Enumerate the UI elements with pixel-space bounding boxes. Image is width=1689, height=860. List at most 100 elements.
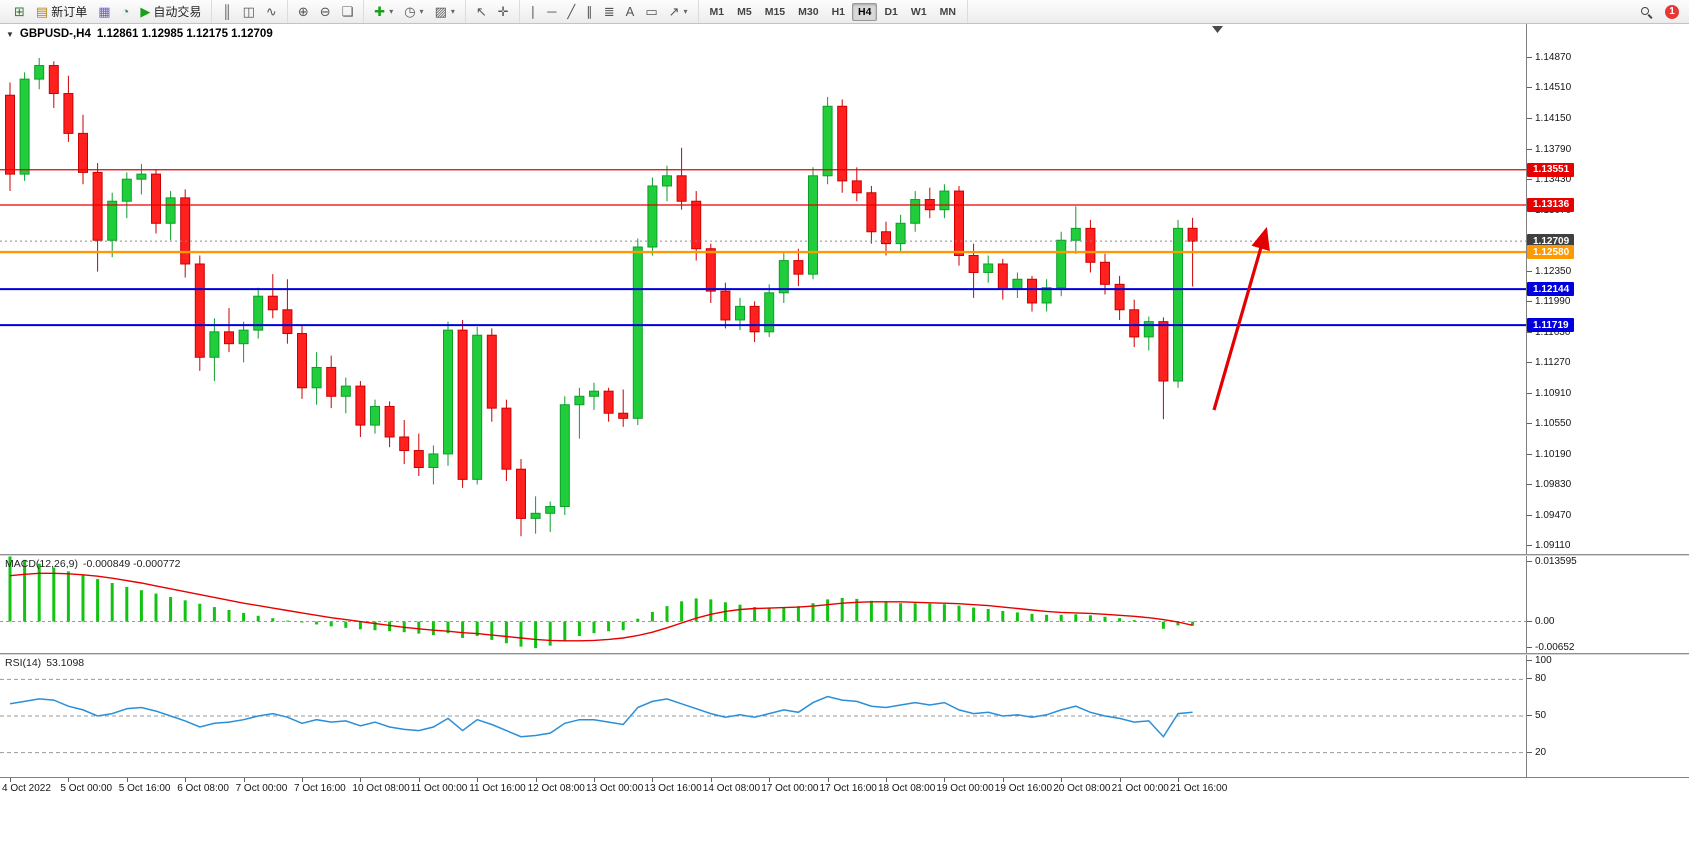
notification-badge[interactable]: 1 bbox=[1665, 4, 1679, 19]
timeframe-mn-button[interactable]: MN bbox=[939, 5, 956, 18]
support-line-1-flag: 1.12144 bbox=[1527, 282, 1575, 297]
time-tick bbox=[360, 778, 362, 782]
price-tick-label: 1.11270 bbox=[1535, 357, 1571, 369]
timeframe-h1-button[interactable]: H1 bbox=[831, 5, 846, 18]
price-tick-label: 1.09830 bbox=[1535, 479, 1572, 491]
candlestick-chart-button[interactable]: ◫ bbox=[238, 2, 260, 21]
time-tick bbox=[652, 778, 654, 782]
fibonacci-icon: ≣ bbox=[603, 4, 615, 19]
time-tick-label: 19 Oct 00:00 bbox=[936, 783, 994, 794]
trendline-button[interactable]: ╱ bbox=[562, 2, 580, 21]
equidistant-channel-button[interactable]: ∥ bbox=[581, 2, 598, 21]
timeframe-w1-button[interactable]: W1 bbox=[910, 5, 927, 18]
periods-icon: ◷ bbox=[404, 4, 416, 19]
price-scale[interactable]: 1.148701.145101.141501.137901.134301.130… bbox=[1526, 24, 1689, 777]
time-tick bbox=[477, 778, 479, 782]
chart-title: ▼ GBPUSD-,H4 1.12861 1.12985 1.12175 1.1… bbox=[6, 28, 273, 40]
price-tick-label: 1.10190 bbox=[1535, 448, 1572, 460]
time-tick bbox=[886, 778, 887, 782]
timeframe-buttons: M1 M5 M15 M30 H1 H4 D1 W1 MN bbox=[699, 0, 968, 23]
macd-histogram bbox=[8, 556, 1195, 649]
time-tick-label: 21 Oct 00:00 bbox=[1111, 783, 1169, 794]
timeframe-d1-button[interactable]: D1 bbox=[884, 5, 898, 18]
time-scale[interactable]: 4 Oct 2022 5 Oct 00:00 5 Oct 16:00 6 Oct 08… bbox=[0, 777, 1689, 860]
cursor-button[interactable]: ↖ bbox=[471, 2, 492, 21]
time-tick bbox=[594, 778, 595, 782]
autotrading-icon: ▶ bbox=[140, 4, 151, 19]
timeframe-h4-button[interactable]: H4 bbox=[852, 2, 878, 21]
line-chart-button[interactable]: ∿ bbox=[261, 2, 282, 21]
rsi-pane[interactable]: RSI(14) 53.1098 bbox=[0, 655, 1526, 777]
periods-button[interactable]: ◷ ▾ bbox=[399, 2, 428, 22]
navigator-button[interactable]: ◔ bbox=[117, 2, 135, 21]
time-tick-label: 4 Oct 2022 bbox=[2, 783, 51, 794]
zoom-out-button[interactable]: ⊖ bbox=[315, 2, 336, 21]
fibonacci-button[interactable]: ≣ bbox=[599, 2, 620, 21]
scale-tick bbox=[1527, 392, 1532, 394]
crosshair-button[interactable]: ✛ bbox=[493, 2, 514, 21]
time-tick bbox=[944, 778, 946, 782]
market-watch-icon: ▦ bbox=[98, 4, 111, 19]
zoom-in-icon: ⊕ bbox=[297, 4, 309, 19]
text-button[interactable]: A bbox=[621, 2, 640, 21]
scale-tick bbox=[1527, 751, 1532, 753]
time-tick-label: 11 Oct 16:00 bbox=[469, 783, 526, 794]
scale-tick bbox=[1527, 678, 1532, 680]
bar-chart-icon: ║ bbox=[222, 4, 232, 19]
search-button[interactable] bbox=[1635, 3, 1657, 21]
price-tick-label: 1.11990 bbox=[1535, 296, 1571, 308]
trend-arrow-annotation[interactable] bbox=[1212, 226, 1270, 411]
price-tick-label: 1.11630 bbox=[1535, 326, 1571, 338]
pane-separator[interactable] bbox=[0, 653, 1689, 655]
macd-label: MACD(12,26,9) -0.000849 -0.000772 bbox=[5, 558, 180, 570]
timeframe-m1-button[interactable]: M1 bbox=[709, 5, 725, 18]
rsi-chart-canvas[interactable] bbox=[0, 655, 1526, 777]
rsi-tick-label: 80 bbox=[1535, 673, 1547, 685]
text-label-icon: ▭ bbox=[645, 4, 658, 19]
zoom-in-button[interactable]: ⊕ bbox=[293, 2, 314, 21]
chart-window: ▼ GBPUSD-,H4 1.12861 1.12985 1.12175 1.1… bbox=[0, 24, 1689, 860]
vertical-line-button[interactable]: ∣ bbox=[525, 2, 542, 21]
scale-tick bbox=[1527, 117, 1532, 119]
toolbar: ⊞ ▤ 新订单 ▦ ◔ ▶ 自动交易 ║ ◫ ∿ ⊕ ⊖ ❏ ✚ ▾ ◷ ▾ ▨ ▾ ↖ ✛ ∣ ─ ╱ ∥ ≣ A ▭ ↗ ▾ M1 M5… bbox=[0, 0, 1689, 24]
macd-values: -0.000849 -0.000772 bbox=[82, 558, 181, 570]
scale-tick bbox=[1527, 514, 1532, 516]
macd-tick-label: 0.013595 bbox=[1535, 556, 1577, 567]
new-chart-button[interactable]: ⊞ bbox=[9, 2, 30, 21]
candlestick-chart-canvas[interactable] bbox=[0, 24, 1526, 554]
bar-chart-button[interactable]: ║ bbox=[217, 2, 236, 21]
time-tick-label: 20 Oct 08:00 bbox=[1053, 783, 1111, 794]
macd-pane[interactable]: MACD(12,26,9) -0.000849 -0.000772 bbox=[0, 556, 1526, 653]
market-watch-button[interactable]: ▦ bbox=[93, 2, 115, 21]
time-tick-label: 6 Oct 08:00 bbox=[177, 783, 229, 794]
timeframe-m5-button[interactable]: M5 bbox=[737, 5, 752, 18]
main-chart-pane[interactable]: ▼ GBPUSD-,H4 1.12861 1.12985 1.12175 1.1… bbox=[0, 24, 1526, 554]
tile-windows-button[interactable]: ❏ bbox=[337, 2, 359, 21]
timeframe-m15-button[interactable]: M15 bbox=[764, 5, 786, 18]
arrows-icon: ↗ bbox=[668, 4, 680, 19]
new-order-button[interactable]: ▤ 新订单 bbox=[31, 2, 92, 22]
rsi-label: RSI(14) 53.1098 bbox=[5, 657, 84, 669]
macd-chart-canvas[interactable] bbox=[0, 556, 1526, 653]
indicators-button[interactable]: ✚ ▾ bbox=[369, 2, 398, 22]
price-tick-label: 1.12350 bbox=[1535, 265, 1572, 277]
time-tick-label: 7 Oct 16:00 bbox=[294, 783, 346, 794]
macd-tick-label: 0.00 bbox=[1535, 615, 1555, 627]
time-tick-label: 21 Oct 16:00 bbox=[1170, 783, 1228, 794]
chart-collapse-icon: ▼ bbox=[6, 29, 14, 39]
macd-tick-label: -0.00652 bbox=[1535, 642, 1575, 653]
timeframe-m30-button[interactable]: M30 bbox=[798, 5, 819, 18]
templates-button[interactable]: ▨ ▾ bbox=[430, 2, 460, 22]
text-label-button[interactable]: ▭ bbox=[640, 2, 662, 21]
chart-ohlc-readout: 1.12861 1.12985 1.12175 1.12709 bbox=[96, 28, 273, 40]
time-tick bbox=[302, 778, 303, 782]
pane-separator[interactable] bbox=[0, 554, 1689, 556]
horizontal-line-button[interactable]: ─ bbox=[542, 2, 561, 21]
time-tick bbox=[68, 778, 70, 782]
toolbar-group-standard: ⊞ ▤ 新订单 ▦ ◔ ▶ 自动交易 bbox=[4, 0, 213, 23]
scale-tick bbox=[1527, 87, 1532, 89]
autotrading-button[interactable]: ▶ 自动交易 bbox=[135, 2, 206, 22]
toolbar-group-chart-types: ║ ◫ ∿ bbox=[212, 0, 288, 23]
arrows-button[interactable]: ↗ ▾ bbox=[664, 2, 693, 22]
autotrading-label: 自动交易 bbox=[153, 4, 202, 19]
